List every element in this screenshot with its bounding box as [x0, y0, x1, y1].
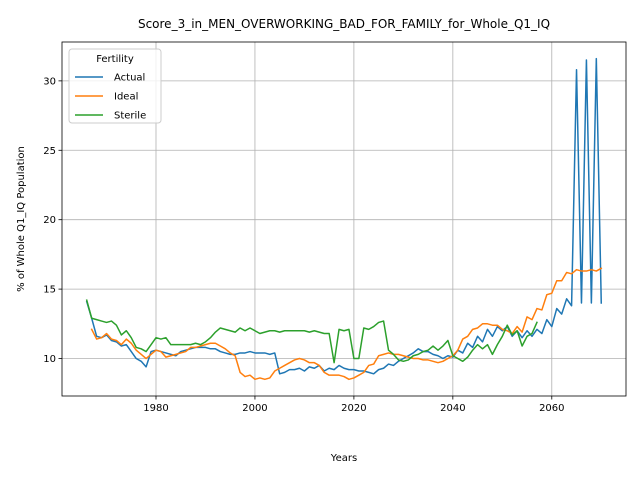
y-tick-label: 10 [43, 354, 56, 365]
y-tick-label: 15 [43, 285, 56, 296]
x-tick-label: 2020 [341, 403, 366, 414]
y-axis-label: % of Whole Q1_IQ Population [16, 146, 27, 292]
series-line-sterile [85, 299, 538, 364]
legend-box [68, 48, 162, 124]
x-axis-label: Years [330, 453, 357, 464]
legend-entries: Actual Ideal Sterile [75, 73, 146, 122]
plot-frame [61, 41, 627, 397]
series-line-ideal [90, 267, 603, 381]
x-tick-label: 2000 [242, 403, 267, 414]
legend: Fertility Actual Ideal Sterile [68, 48, 162, 124]
legend-label-ideal: Ideal [114, 92, 138, 103]
x-tick-label: 2060 [539, 403, 564, 414]
gridlines [62, 42, 626, 396]
legend-title: Fertility [96, 54, 134, 65]
y-axis-ticks: 10 15 20 25 30 [43, 76, 62, 365]
legend-label-sterile: Sterile [114, 111, 146, 122]
x-tick-label: 2040 [440, 403, 465, 414]
y-tick-label: 30 [43, 76, 56, 87]
chart-title: Score_3_in_MEN_OVERWORKING_BAD_FOR_FAMIL… [138, 17, 550, 31]
legend-label-actual: Actual [114, 73, 145, 84]
y-tick-label: 25 [43, 146, 56, 157]
series-lines [85, 57, 603, 381]
x-axis-ticks: 1980 2000 2020 2040 2060 [143, 396, 565, 414]
x-tick-label: 1980 [143, 403, 168, 414]
y-tick-label: 20 [43, 215, 56, 226]
